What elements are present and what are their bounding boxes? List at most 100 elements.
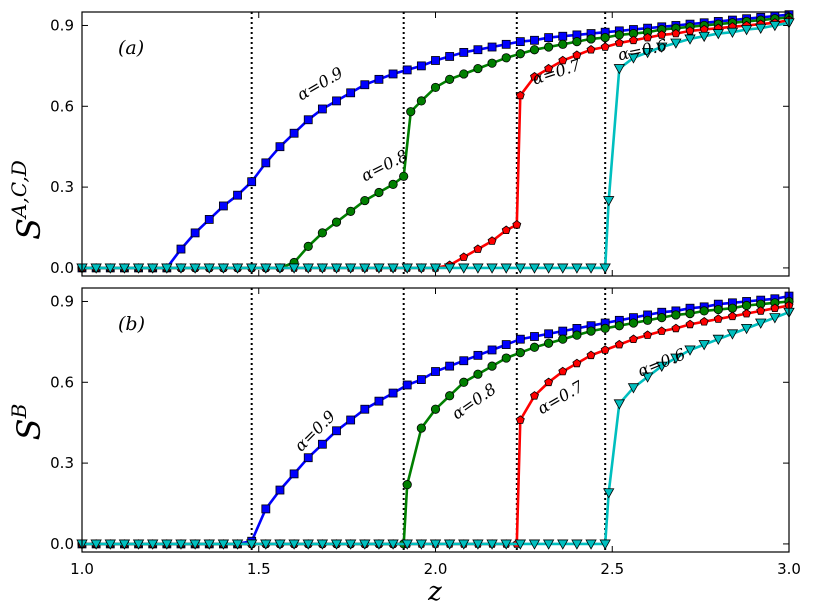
- data-point: [416, 375, 426, 384]
- data-point: [627, 53, 640, 64]
- data-point: [246, 263, 258, 274]
- data-point: [586, 326, 596, 336]
- data-point: [656, 42, 668, 53]
- data-point: [628, 318, 639, 328]
- data-point: [515, 334, 525, 344]
- data-point: [402, 480, 412, 490]
- data-point: [755, 318, 767, 329]
- data-point: [445, 361, 455, 371]
- data-point: [585, 539, 597, 550]
- data-point: [204, 215, 214, 224]
- series-line: [82, 16, 790, 270]
- data-point: [443, 539, 456, 550]
- series-line: [82, 13, 790, 270]
- data-point: [656, 361, 668, 372]
- data-point: [231, 539, 244, 550]
- data-point: [104, 539, 116, 550]
- data-point: [613, 64, 625, 75]
- data-point: [486, 539, 498, 550]
- data-point: [713, 314, 723, 323]
- data-point: [175, 539, 187, 550]
- panel-a-frame: [81, 11, 790, 277]
- data-point: [487, 236, 497, 245]
- data-point: [472, 263, 484, 274]
- data-point: [515, 348, 525, 358]
- data-point: [374, 396, 384, 406]
- data-point: [544, 42, 554, 52]
- data-point: [600, 42, 610, 51]
- data-point: [755, 23, 767, 34]
- data-point: [641, 372, 654, 383]
- data-point: [487, 58, 497, 68]
- panel-b-tag: (b): [118, 313, 145, 335]
- data-point: [233, 190, 242, 200]
- data-point: [558, 31, 568, 41]
- data-point: [459, 377, 469, 387]
- data-point: [530, 391, 539, 400]
- panel-b: SB (b) 0.0 0.3 0.6 0.9 1.0 1.5 2.0 2.5 3.0 α=0.9 α…: [7, 287, 801, 607]
- data-point: [330, 539, 343, 550]
- data-point: [515, 49, 525, 59]
- data-point: [261, 504, 271, 514]
- data-point: [643, 330, 653, 339]
- data-point: [572, 330, 582, 340]
- y-tick-label: 0.3: [50, 178, 74, 196]
- data-point: [388, 388, 398, 398]
- data-point: [261, 158, 271, 168]
- data-point: [132, 263, 145, 274]
- data-point: [316, 539, 329, 550]
- data-point: [542, 539, 555, 550]
- data-point: [459, 356, 469, 366]
- data-point: [416, 96, 426, 106]
- data-point: [443, 263, 456, 274]
- data-point: [359, 539, 371, 550]
- data-point: [487, 345, 497, 355]
- data-point: [712, 29, 724, 40]
- data-point: [416, 61, 426, 71]
- data-point: [217, 263, 230, 274]
- series-line: [82, 304, 790, 546]
- x-tick-label: 2.5: [600, 560, 624, 578]
- series-α=0.9: α=0.9: [77, 291, 794, 549]
- data-point: [684, 345, 696, 356]
- panel-a-plot: 0.0 0.3 0.6 0.9α=0.9α=0.8α=0.7 α=0.6: [50, 10, 795, 277]
- data-point: [698, 31, 710, 43]
- series-α=0.9: α=0.9: [77, 10, 794, 273]
- data-point: [657, 30, 667, 39]
- data-point: [586, 350, 596, 360]
- data-point: [614, 321, 624, 331]
- data-point: [671, 28, 681, 38]
- data-point: [374, 187, 384, 198]
- data-point: [756, 306, 766, 315]
- data-point: [558, 334, 568, 344]
- data-point: [685, 319, 695, 329]
- data-point: [189, 263, 201, 274]
- data-point: [406, 107, 416, 117]
- data-point: [402, 65, 412, 75]
- data-point: [487, 361, 497, 371]
- data-point: [399, 171, 409, 181]
- data-point: [401, 263, 413, 274]
- data-point: [670, 38, 682, 49]
- data-point: [530, 35, 539, 45]
- data-point: [671, 310, 681, 320]
- data-point: [288, 263, 300, 274]
- data-point: [260, 263, 272, 274]
- curve-label: α=0.6: [616, 35, 669, 64]
- data-point: [416, 423, 426, 433]
- data-point: [274, 539, 286, 550]
- data-point: [316, 263, 329, 274]
- data-point: [429, 539, 442, 550]
- curve-label: α=0.9: [291, 407, 340, 456]
- data-point: [726, 27, 739, 39]
- data-point: [699, 306, 709, 316]
- series-line: [82, 300, 790, 546]
- data-point: [544, 33, 554, 42]
- series-α=0.7: α=0.7: [77, 300, 794, 548]
- data-point: [104, 263, 116, 274]
- data-point: [544, 63, 554, 73]
- data-point: [346, 88, 356, 98]
- data-point: [288, 539, 300, 550]
- data-point: [429, 263, 442, 274]
- data-point: [459, 69, 469, 79]
